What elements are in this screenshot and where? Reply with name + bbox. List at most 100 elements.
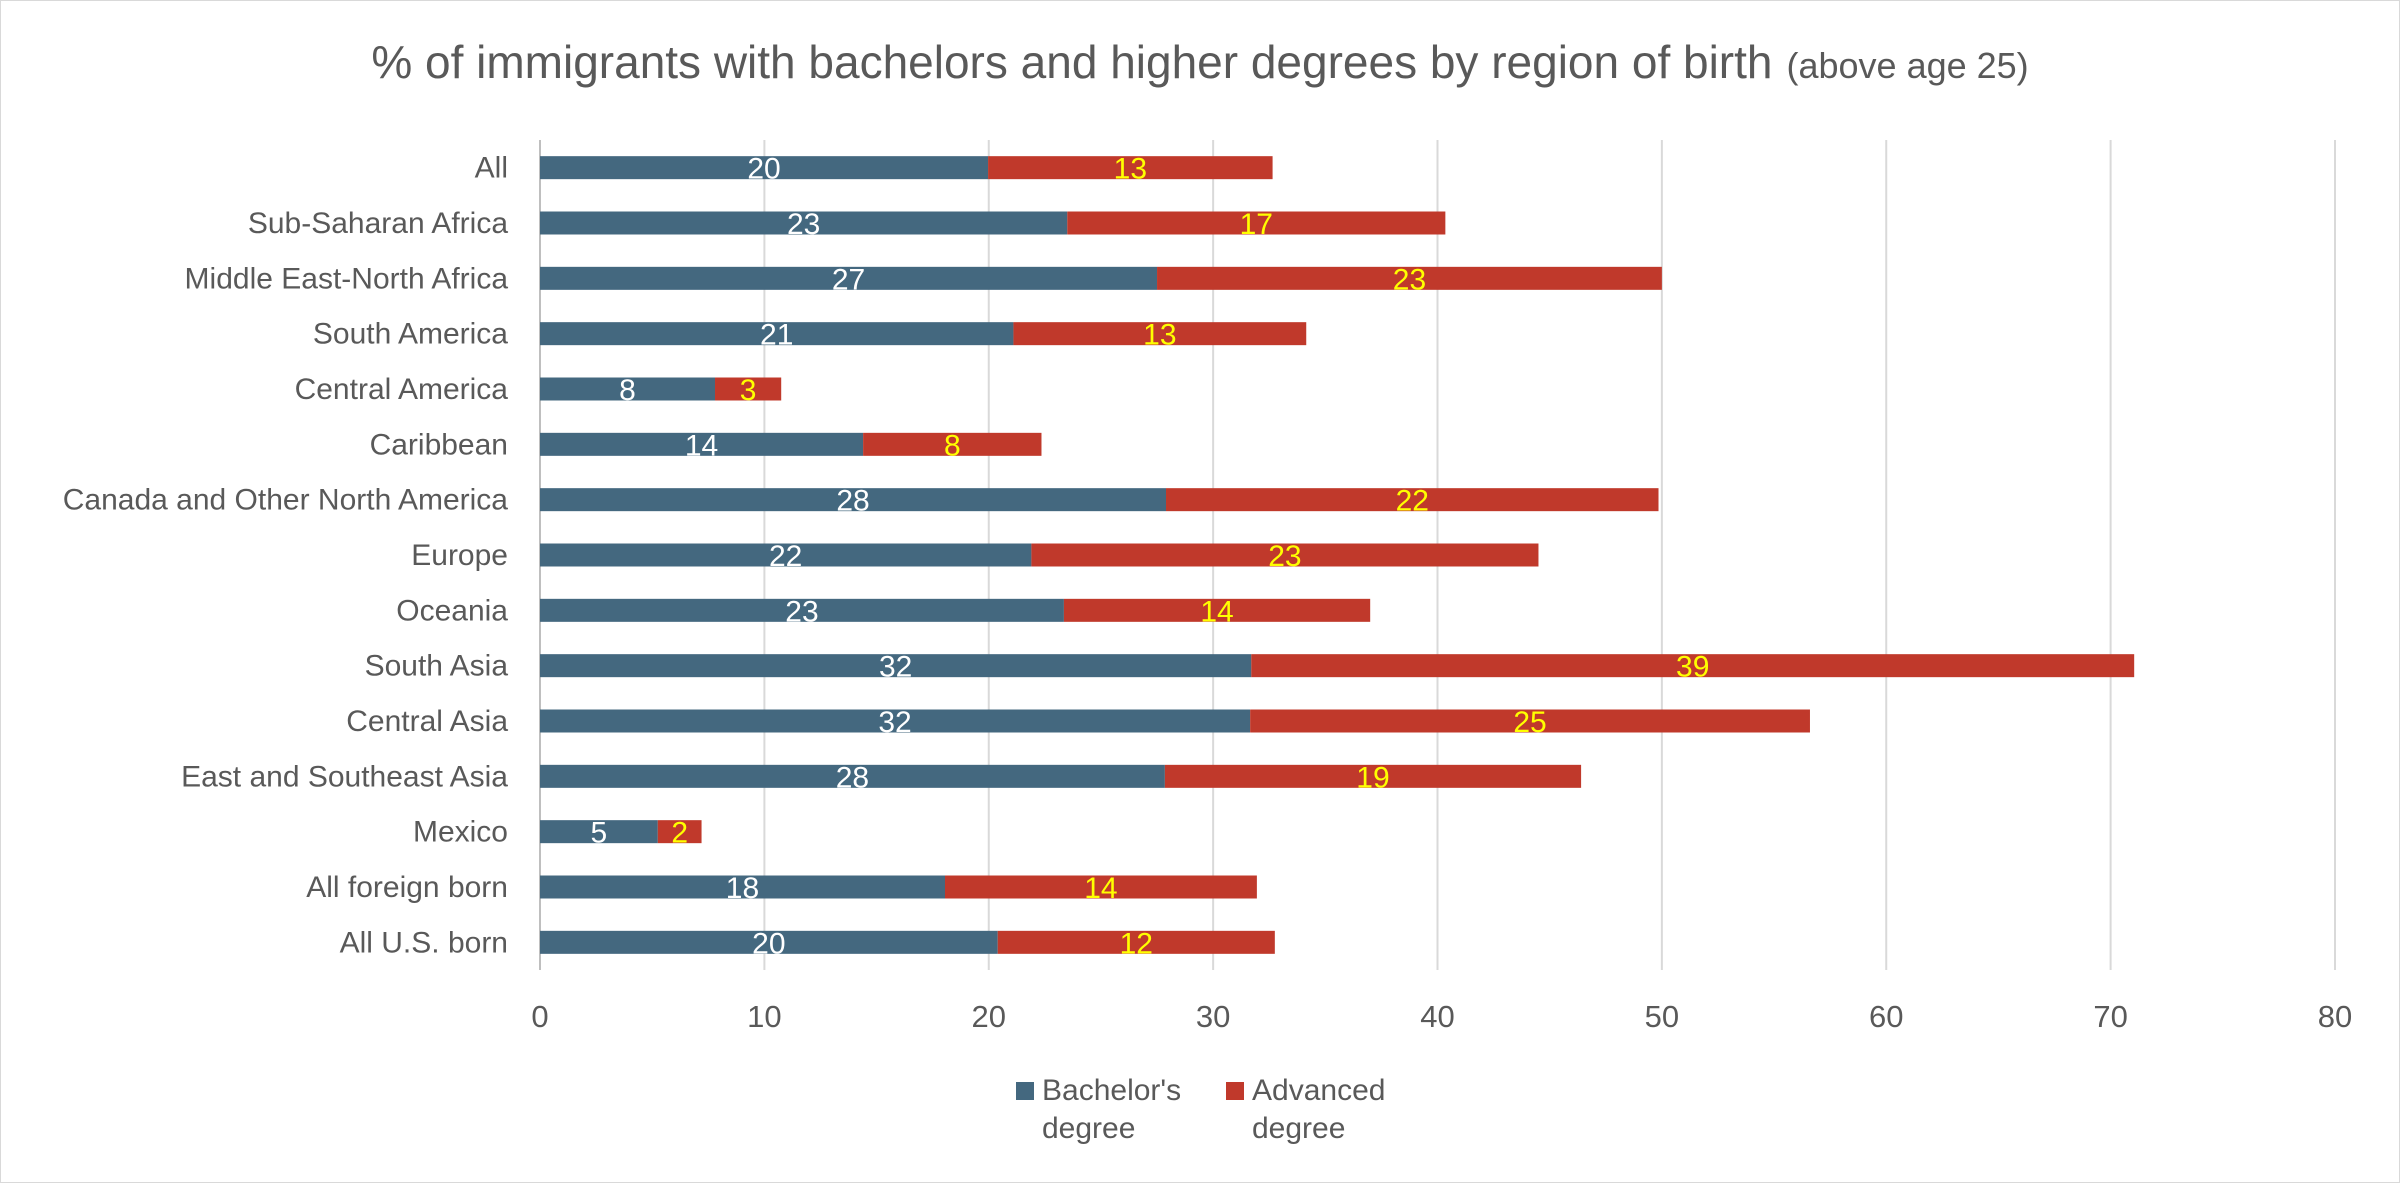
bar-advanced bbox=[1250, 709, 1810, 733]
legend-label-line: degree bbox=[1252, 1112, 1345, 1145]
bar-advanced bbox=[863, 432, 1042, 456]
data-label-advanced: 12 bbox=[1120, 927, 1153, 960]
category-label: Middle East-North Africa bbox=[185, 262, 509, 295]
data-label-advanced: 14 bbox=[1084, 872, 1117, 905]
category-label: All bbox=[475, 152, 508, 185]
category-label: All U.S. born bbox=[340, 926, 508, 959]
bar-advanced bbox=[657, 820, 702, 844]
data-label-bachelors: 28 bbox=[836, 761, 869, 794]
category-label: South Asia bbox=[365, 650, 509, 683]
data-label-bachelors: 28 bbox=[836, 485, 869, 518]
bar-advanced bbox=[997, 930, 1275, 954]
data-label-advanced: 13 bbox=[1143, 319, 1176, 352]
bar-bachelors bbox=[540, 930, 998, 954]
chart-title-main: % of immigrants with bachelors and highe… bbox=[371, 36, 1772, 88]
category-label: Caribbean bbox=[370, 428, 508, 461]
x-tick-label: 30 bbox=[1196, 999, 1230, 1034]
bar-advanced bbox=[1013, 322, 1307, 346]
legend: Bachelor's degree Advanced degree bbox=[1016, 1074, 1385, 1145]
data-label-bachelors: 18 bbox=[726, 872, 759, 905]
bar-advanced bbox=[1067, 211, 1446, 235]
legend-label-line: Bachelor's bbox=[1042, 1074, 1181, 1107]
y-axis-category-labels: All Sub-Saharan Africa Middle East-North A… bbox=[63, 152, 509, 960]
x-axis-tick-labels: 0 10 20 30 40 50 60 70 80 bbox=[531, 999, 2352, 1034]
category-label: Europe bbox=[411, 539, 508, 572]
category-label: Mexico bbox=[413, 816, 508, 849]
x-tick-label: 40 bbox=[1420, 999, 1454, 1034]
data-label-advanced: 13 bbox=[1114, 153, 1147, 186]
bar-bachelors bbox=[540, 543, 1032, 567]
data-label-bachelors: 20 bbox=[752, 927, 785, 960]
data-label-advanced: 39 bbox=[1676, 651, 1709, 684]
category-label: Central America bbox=[295, 373, 509, 406]
bar-bachelors bbox=[540, 488, 1167, 512]
data-label-bachelors: 32 bbox=[879, 651, 912, 684]
x-tick-label: 60 bbox=[1869, 999, 1903, 1034]
category-label: Oceania bbox=[396, 594, 508, 627]
bar-advanced bbox=[1251, 654, 2135, 678]
legend-label-line: degree bbox=[1042, 1112, 1135, 1145]
data-label-advanced: 3 bbox=[740, 374, 757, 407]
bar-bachelors bbox=[540, 377, 716, 401]
data-label-advanced: 22 bbox=[1396, 485, 1429, 518]
bar-advanced bbox=[1157, 266, 1662, 290]
data-label-advanced: 23 bbox=[1393, 263, 1426, 296]
data-label-advanced: 25 bbox=[1513, 706, 1546, 739]
bar-advanced bbox=[988, 156, 1273, 180]
legend-label-advanced: Advanced degree bbox=[1252, 1074, 1385, 1145]
data-label-bachelors: 27 bbox=[832, 263, 865, 296]
bar-bachelors bbox=[540, 598, 1064, 622]
bar-bachelors bbox=[540, 709, 1251, 733]
data-label-bachelors: 14 bbox=[685, 429, 718, 462]
x-tick-label: 10 bbox=[747, 999, 781, 1034]
bar-bachelors bbox=[540, 764, 1165, 788]
data-label-advanced: 23 bbox=[1268, 540, 1301, 573]
bar-bachelors bbox=[540, 820, 658, 844]
category-label: All foreign born bbox=[306, 871, 508, 904]
bar-bachelors bbox=[540, 654, 1252, 678]
x-tick-label: 0 bbox=[531, 999, 548, 1034]
bar-bachelors bbox=[540, 211, 1068, 235]
data-label-bachelors: 8 bbox=[619, 374, 636, 407]
bar-bachelors bbox=[540, 156, 989, 180]
legend-label-bachelors: Bachelor's degree bbox=[1042, 1074, 1181, 1145]
data-label-advanced: 8 bbox=[944, 429, 961, 462]
data-label-bachelors: 21 bbox=[760, 319, 793, 352]
x-tick-label: 20 bbox=[972, 999, 1006, 1034]
category-label: Canada and Other North America bbox=[63, 484, 509, 517]
legend-swatch-bachelors bbox=[1016, 1082, 1034, 1100]
chart-subtitle: (above age 25) bbox=[1787, 45, 2029, 86]
x-tick-label: 50 bbox=[1645, 999, 1679, 1034]
data-label-advanced: 17 bbox=[1240, 208, 1273, 241]
category-label: Sub-Saharan Africa bbox=[248, 207, 508, 240]
x-tick-label: 80 bbox=[2318, 999, 2352, 1034]
bar-advanced bbox=[1164, 764, 1582, 788]
bar-advanced bbox=[1166, 488, 1659, 512]
legend-label-line: Advanced bbox=[1252, 1074, 1385, 1107]
bar-bachelors bbox=[540, 266, 1158, 290]
bar-advanced bbox=[1031, 543, 1539, 567]
bar-advanced bbox=[1063, 598, 1371, 622]
data-label-bachelors: 23 bbox=[787, 208, 820, 241]
data-label-bachelors: 23 bbox=[785, 595, 818, 628]
category-label: South America bbox=[313, 318, 508, 351]
category-label: East and Southeast Asia bbox=[181, 760, 508, 793]
data-label-advanced: 14 bbox=[1200, 595, 1233, 628]
bar-advanced bbox=[715, 377, 782, 401]
data-label-bachelors: 20 bbox=[747, 153, 780, 186]
bars bbox=[540, 156, 2135, 954]
bar-bachelors bbox=[540, 322, 1014, 346]
data-label-bachelors: 32 bbox=[878, 706, 911, 739]
bar-bachelors bbox=[540, 432, 864, 456]
legend-swatch-advanced bbox=[1226, 1082, 1244, 1100]
data-label-bachelors: 5 bbox=[591, 817, 608, 850]
data-label-advanced: 19 bbox=[1356, 761, 1389, 794]
x-tick-label: 70 bbox=[2093, 999, 2127, 1034]
category-label: Central Asia bbox=[346, 705, 508, 738]
chart-title: % of immigrants with bachelors and highe… bbox=[371, 36, 2028, 88]
bar-bachelors bbox=[540, 875, 945, 899]
data-label-bachelors: 22 bbox=[769, 540, 802, 573]
data-label-advanced: 2 bbox=[671, 817, 688, 850]
